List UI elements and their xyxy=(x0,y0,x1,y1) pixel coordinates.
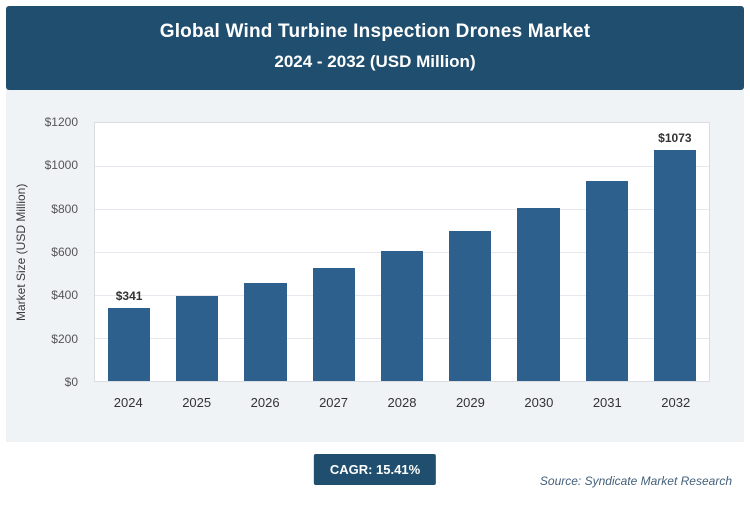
chart-footer: CAGR: 15.41% Source: Syndicate Market Re… xyxy=(6,442,744,498)
x-tick-label: 2032 xyxy=(661,394,691,410)
gridline xyxy=(95,166,709,167)
bar-2028 xyxy=(380,250,424,381)
bar-slot xyxy=(231,123,299,381)
bar-2032 xyxy=(653,150,696,381)
bar-2024 xyxy=(107,307,151,381)
x-tick-label: 2024 xyxy=(113,394,143,410)
y-tick-label: $200 xyxy=(51,331,78,346)
chart-title-line1: Global Wind Turbine Inspection Drones Ma… xyxy=(159,21,591,42)
bars-container: $341 $1073 xyxy=(95,123,709,381)
chart-title-line2: 2024 - 2032 (USD Million) xyxy=(274,52,476,71)
y-tick-label: $0 xyxy=(64,375,78,389)
bar-slot xyxy=(504,123,572,381)
bar-value-label: $341 xyxy=(115,288,143,303)
y-tick-label: $1200 xyxy=(44,115,78,129)
bar-2027 xyxy=(312,268,355,381)
bar-2026 xyxy=(244,283,287,381)
bar-slot xyxy=(163,123,231,381)
y-tick-label: $600 xyxy=(51,245,78,259)
chart-section: Market Size (USD Million) $0 $200 $400 $600… xyxy=(6,90,744,442)
bar-slot xyxy=(300,123,368,381)
bar-slot xyxy=(573,123,641,381)
x-axis-labels: 2024 2025 2026 2027 2028 2029 2030 2031 2032 xyxy=(94,386,710,418)
gridline xyxy=(95,209,709,210)
x-tick-label: 2029 xyxy=(455,394,485,410)
y-tick-label: $1000 xyxy=(44,158,78,173)
plot-wrap: $341 $1073 xyxy=(94,122,710,382)
x-tick-label: 2026 xyxy=(250,394,280,410)
x-tick-label: 2030 xyxy=(524,394,554,410)
source-attribution: Source: Syndicate Market Research xyxy=(539,474,732,488)
cagr-badge: CAGR: 15.41% xyxy=(313,454,437,485)
y-tick-label: $400 xyxy=(51,288,78,303)
bar-2030 xyxy=(517,207,560,381)
bar-slot xyxy=(368,123,436,381)
bar-value-label: $1073 xyxy=(658,131,692,146)
x-tick-label: 2028 xyxy=(387,394,417,410)
bar-2031 xyxy=(585,181,628,381)
plot-area: $341 $1073 xyxy=(94,122,710,382)
chart-header: Global Wind Turbine Inspection Drones Ma… xyxy=(6,6,744,90)
bar-slot xyxy=(436,123,504,381)
x-tick-label: 2025 xyxy=(182,394,212,410)
y-axis-ticks: $0 $200 $400 $600 $800 $1000 $1200 xyxy=(6,115,88,389)
bar-slot: $1073 xyxy=(641,123,709,381)
x-tick-label: 2031 xyxy=(592,394,622,410)
bar-slot: $341 xyxy=(95,123,163,381)
y-tick-label: $800 xyxy=(51,201,78,216)
x-tick-label: 2027 xyxy=(319,394,348,410)
bar-2025 xyxy=(176,296,219,381)
bar-2029 xyxy=(449,230,492,381)
